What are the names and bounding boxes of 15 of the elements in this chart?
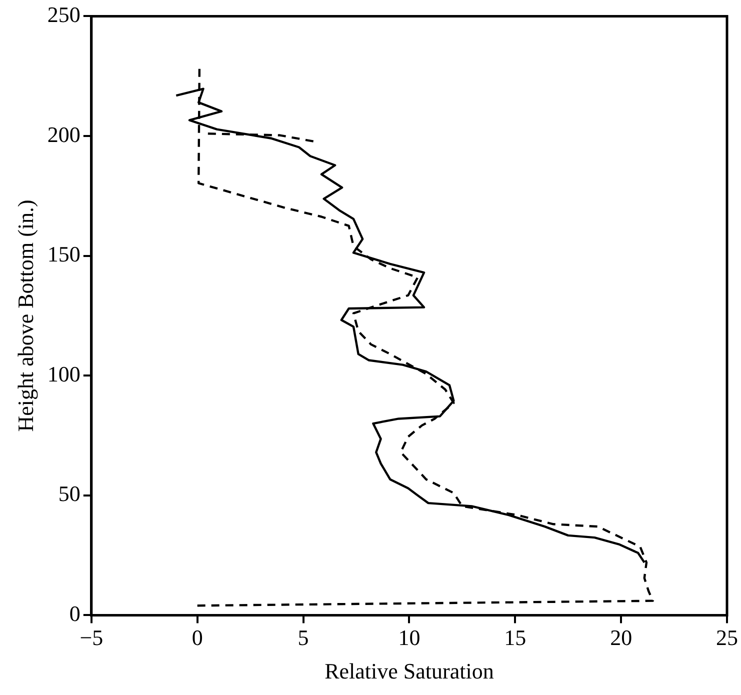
- x-axis-title: Relative Saturation: [324, 658, 494, 684]
- x-tick-label: 20: [610, 625, 632, 650]
- y-tick-label: 150: [47, 242, 80, 267]
- x-tick-label: 10: [398, 625, 420, 650]
- x-tick-label: 0: [192, 625, 203, 650]
- x-tick-label: 5: [298, 625, 309, 650]
- y-tick-label: 0: [69, 600, 80, 626]
- y-tick-label: 200: [47, 122, 80, 147]
- x-tick-label: 15: [504, 625, 526, 650]
- x-tick-label: −5: [80, 625, 104, 650]
- y-axis-title: Height above Bottom (in.): [12, 200, 38, 432]
- y-tick-label: 250: [47, 2, 80, 27]
- x-tick-label: 25: [716, 625, 738, 650]
- y-tick-label: 50: [58, 481, 80, 506]
- y-tick-label: 100: [47, 361, 80, 386]
